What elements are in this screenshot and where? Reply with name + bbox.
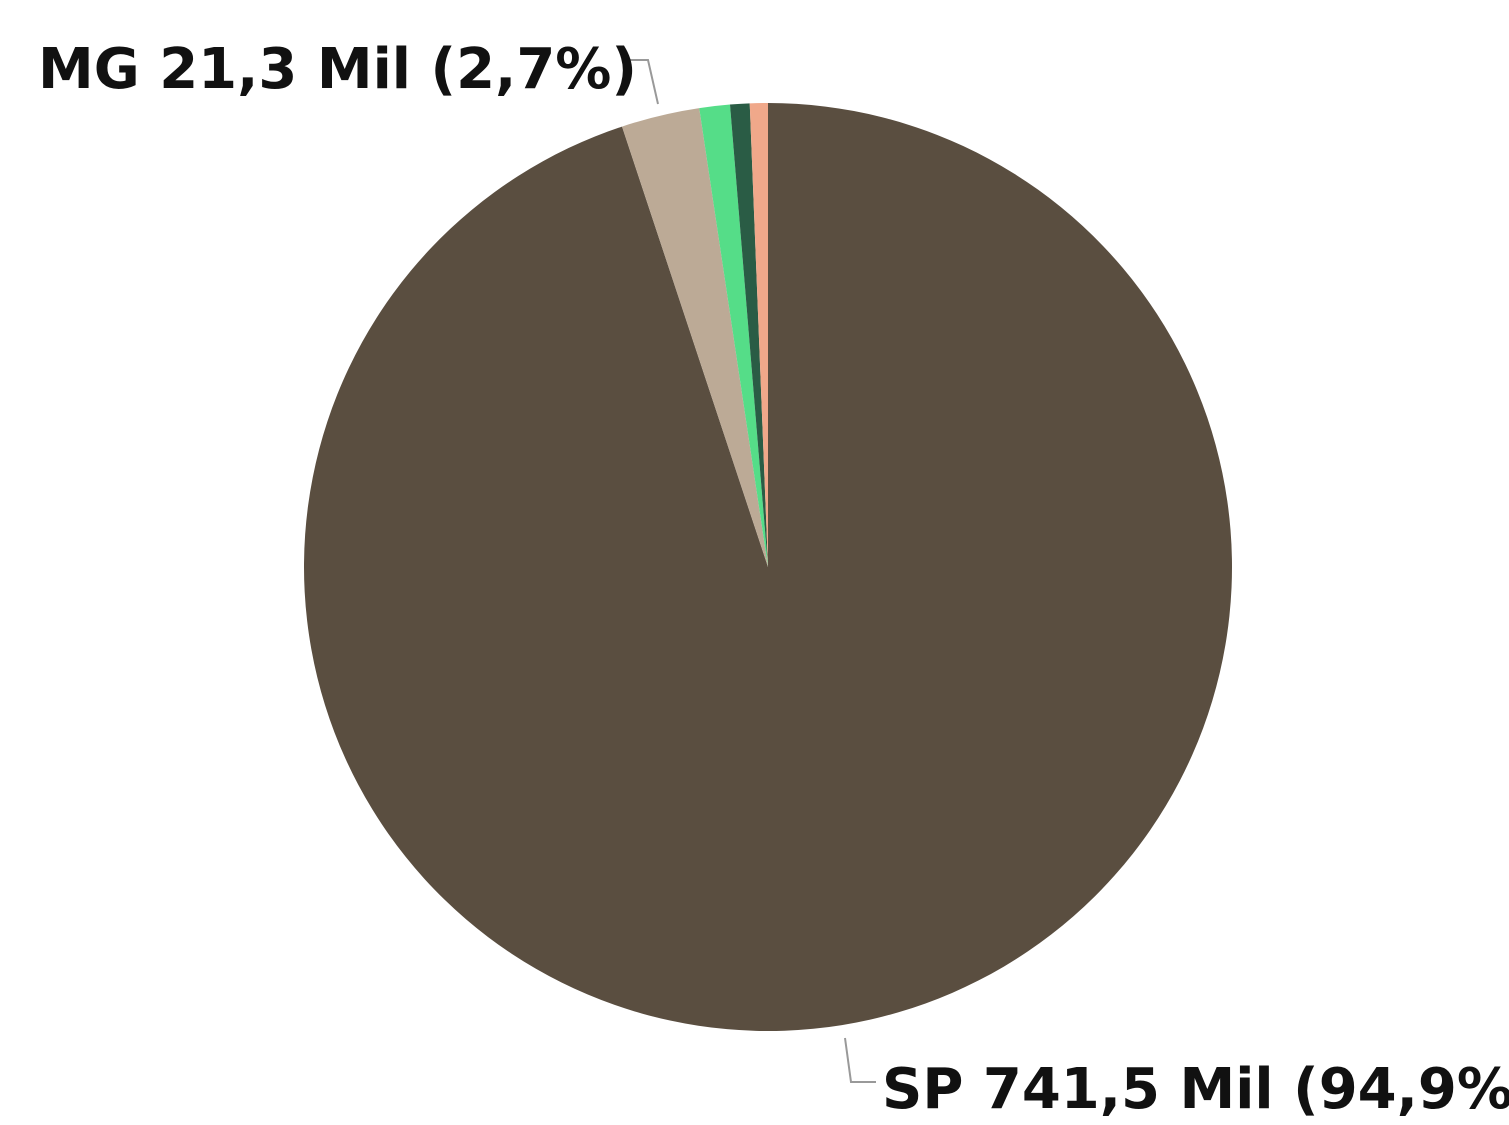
slices: [303, 103, 1233, 1031]
leader-line: [844, 1037, 876, 1083]
value-label: 741,5 Mil: [983, 1057, 1274, 1122]
category-label: SP: [882, 1057, 963, 1122]
pie-slice: [699, 104, 768, 568]
leader-line: [624, 59, 659, 105]
percent-label: (94,9%): [1293, 1057, 1509, 1122]
pie-slice: [622, 108, 768, 568]
pie-slice: [729, 103, 768, 568]
percent-label: (2,7%): [430, 37, 637, 102]
pie-slice: [749, 103, 768, 567]
slice-label: SP 741,5 Mil (94,9%): [882, 1057, 1509, 1122]
category-label: MG: [38, 37, 140, 102]
value-label: 21,3 Mil: [159, 37, 411, 102]
slice-label: MG 21,3 Mil (2,7%): [38, 37, 637, 102]
